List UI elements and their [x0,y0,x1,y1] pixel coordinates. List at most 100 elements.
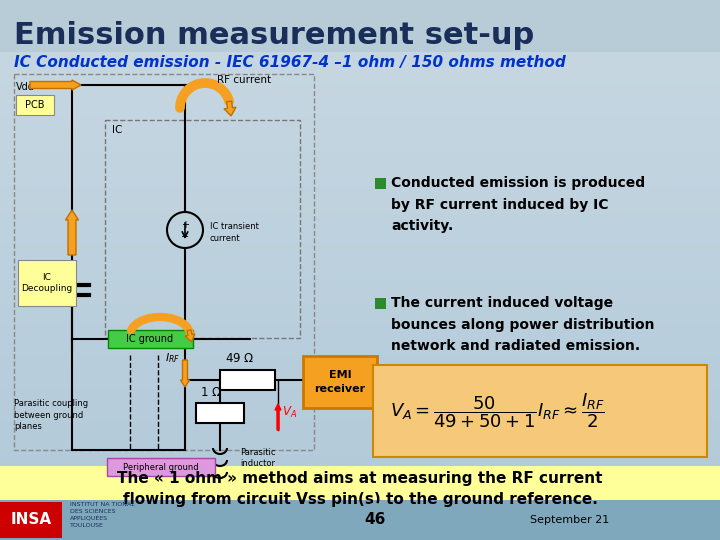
Bar [0,256,720,257]
Bar [0,346,720,347]
Bar [0,361,720,362]
Bar [0,102,720,103]
Bar [0,522,720,523]
Bar [0,395,720,396]
Bar [0,415,720,416]
Bar [0,532,720,533]
Bar [0,174,720,175]
Bar [0,87,720,88]
Bar [0,18,720,19]
Bar [0,88,720,89]
Bar [0,204,720,205]
Bar [0,17,720,18]
Bar [0,91,720,92]
Bar [0,124,720,125]
Bar [0,438,720,439]
Bar [0,301,720,302]
Bar [0,287,720,288]
Bar [0,282,720,283]
Bar [0,82,720,83]
Bar [0,127,720,128]
Bar [0,383,720,384]
Text: Peripheral ground: Peripheral ground [123,462,199,471]
Bar [0,186,720,187]
Bar [0,142,720,143]
Bar [0,455,720,456]
Bar [0,440,720,441]
Bar [0,239,720,240]
Bar [0,533,720,534]
Bar [0,504,720,505]
Bar [0,501,720,502]
Bar [0,385,720,386]
Bar [0,460,720,461]
Bar [0,365,720,366]
Bar [0,224,720,225]
Bar [0,58,720,59]
Bar [0,466,720,467]
Bar [0,411,720,412]
Bar [0,71,720,72]
Bar [0,219,720,220]
Bar [0,68,720,69]
Bar [0,250,720,251]
Bar [0,52,720,53]
Bar [0,179,720,180]
Bar [0,433,720,434]
Bar [0,137,720,138]
Bar [0,359,720,360]
Bar [0,330,720,331]
Bar [0,516,720,517]
Bar [0,145,720,146]
Bar [0,125,720,126]
Bar [0,478,720,479]
Bar [0,28,720,29]
Bar [0,25,720,26]
Bar [0,164,720,165]
Bar [0,360,720,361]
Bar [0,220,720,221]
Bar [0,366,720,367]
Bar [0,465,720,466]
Bar [0,428,720,429]
Bar [0,172,720,173]
Bar [0,458,720,459]
Bar [0,408,720,409]
Bar [0,406,720,407]
Bar [0,400,720,401]
Bar [0,324,720,325]
Bar [0,7,720,8]
Bar [0,492,720,493]
Bar [0,109,720,110]
Bar [0,189,720,190]
Bar [0,245,720,246]
Bar [0,59,720,60]
Bar [0,309,720,310]
Bar [0,166,720,167]
Bar [0,226,720,227]
Bar [0,56,720,57]
Bar [0,351,720,352]
Bar [0,193,720,194]
Bar [0,397,720,398]
Bar [0,312,720,313]
Bar [0,417,720,418]
Bar [0,106,720,107]
Bar [0,151,720,152]
Bar [0,81,720,82]
Bar [0,156,720,157]
Bar [0,259,720,260]
Bar [0,262,720,263]
Bar [0,147,720,148]
Bar [0,321,720,322]
Bar [0,66,720,67]
Bar [0,138,720,139]
Bar [0,523,720,524]
Bar [0,30,720,31]
Bar [0,176,720,177]
Bar [0,310,720,311]
Bar [0,85,720,86]
Bar [0,133,720,134]
Bar [0,45,720,46]
Bar [0,236,720,237]
